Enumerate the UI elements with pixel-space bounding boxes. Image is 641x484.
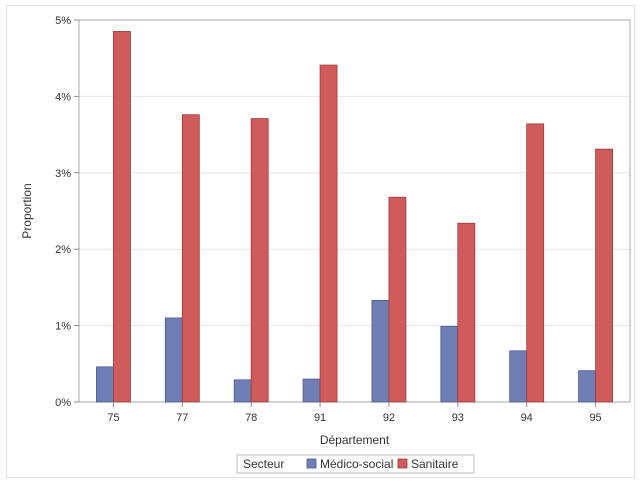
bar-medico-social-75 — [96, 366, 114, 403]
plot-area — [78, 19, 631, 403]
bar-medico-social-77 — [164, 317, 183, 403]
y-axis-title: Proportion — [20, 183, 34, 238]
legend-title: Secteur — [243, 457, 284, 471]
legend-swatch — [397, 458, 408, 469]
y-axis: 0% 1% 2% 3% 4% 5% — [55, 15, 79, 409]
x-tick-label: 93 — [452, 412, 464, 424]
bar-medico-social-95 — [578, 370, 596, 403]
x-tick-label: 91 — [314, 412, 326, 424]
bars — [96, 31, 613, 403]
y-tick-label: 4% — [55, 91, 71, 103]
legend-entry: Médico-social — [320, 457, 393, 471]
bar-sanitaire-93 — [457, 222, 476, 403]
bar-medico-social-93 — [440, 325, 459, 403]
x-axis: 75 77 78 91 92 93 94 95 — [107, 402, 602, 424]
y-tick-label: 0% — [55, 397, 71, 409]
x-tick-label: 77 — [176, 412, 188, 424]
x-tick-label: 92 — [383, 412, 395, 424]
bar-medico-social-94 — [509, 350, 528, 403]
x-tick-label: 94 — [521, 412, 533, 424]
y-tick-label: 3% — [55, 168, 71, 180]
bar-sanitaire-91 — [319, 64, 338, 403]
x-tick-label: 75 — [107, 412, 119, 424]
bar-medico-social-78 — [233, 379, 252, 403]
grid-lines — [79, 19, 630, 327]
x-axis-title: Département — [320, 433, 390, 447]
bar-sanitaire-94 — [526, 123, 545, 403]
bar-medico-social-92 — [371, 299, 390, 403]
y-tick-label: 1% — [55, 321, 71, 333]
bar-sanitaire-95 — [595, 148, 613, 403]
bar-sanitaire-77 — [181, 114, 200, 403]
x-tick-label: 95 — [589, 412, 601, 424]
legend-swatch — [306, 458, 317, 469]
y-tick-label: 2% — [55, 244, 71, 256]
legend: Secteur Médico-social Sanitaire — [236, 454, 475, 474]
legend-entry: Sanitaire — [411, 457, 459, 471]
bar-sanitaire-78 — [250, 118, 269, 403]
bar-medico-social-91 — [302, 378, 321, 403]
bar-sanitaire-75 — [113, 31, 131, 403]
bar-sanitaire-92 — [388, 196, 407, 403]
y-tick-label: 5% — [55, 15, 71, 27]
x-tick-label: 78 — [245, 412, 257, 424]
legend-box — [236, 454, 475, 474]
